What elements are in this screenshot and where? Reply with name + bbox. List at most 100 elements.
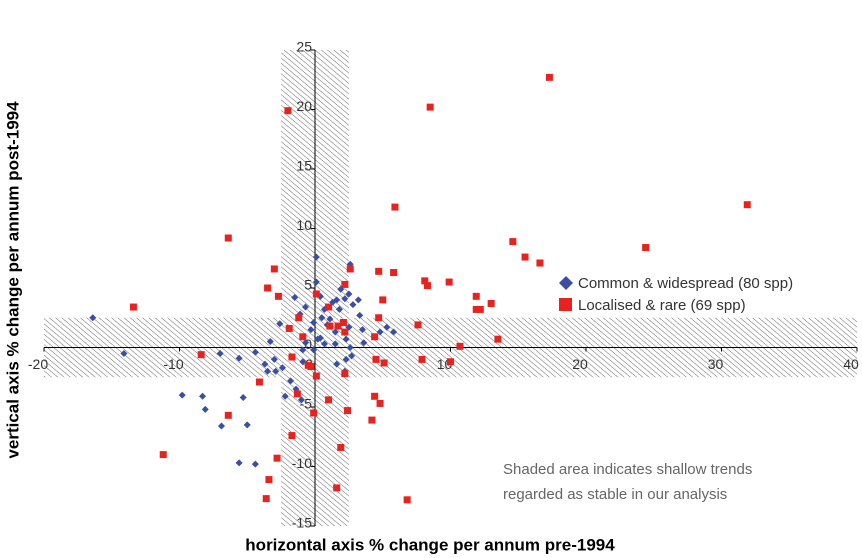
point xyxy=(159,451,167,459)
point xyxy=(342,335,350,343)
point xyxy=(342,355,350,363)
point xyxy=(243,421,251,429)
point xyxy=(235,459,243,467)
point xyxy=(288,353,296,361)
point xyxy=(320,340,328,348)
point xyxy=(216,349,224,357)
point xyxy=(368,416,376,424)
point xyxy=(331,340,339,348)
point xyxy=(224,411,232,419)
y-tick-label: 20 xyxy=(296,98,312,114)
point xyxy=(509,238,517,246)
legend-marker xyxy=(559,298,572,311)
point xyxy=(304,361,312,369)
point xyxy=(312,253,320,261)
point xyxy=(297,396,305,404)
point xyxy=(372,355,380,363)
y-tick-label: -15 xyxy=(292,515,312,531)
point xyxy=(371,333,379,341)
point xyxy=(521,253,529,261)
point xyxy=(339,319,347,327)
legend-label: Localised & rare (69 spp) xyxy=(578,297,746,314)
point xyxy=(255,378,263,386)
point xyxy=(341,280,349,288)
point xyxy=(299,333,307,341)
point xyxy=(390,269,398,277)
point xyxy=(376,399,384,407)
point xyxy=(120,349,128,357)
point xyxy=(239,393,247,401)
point xyxy=(285,324,293,332)
point xyxy=(307,326,315,334)
point xyxy=(325,303,333,311)
x-tick-label: -20 xyxy=(28,356,48,372)
point xyxy=(318,314,326,322)
point xyxy=(447,358,454,366)
point xyxy=(354,296,362,304)
point xyxy=(421,277,429,285)
point xyxy=(376,328,384,336)
point xyxy=(335,305,343,313)
point xyxy=(344,407,352,415)
point xyxy=(349,301,357,309)
point xyxy=(642,244,650,252)
point xyxy=(341,328,349,336)
point xyxy=(291,294,299,302)
point xyxy=(334,322,342,330)
legend-label: Common & widespread (80 spp) xyxy=(578,275,793,292)
point xyxy=(261,360,269,368)
point xyxy=(356,311,364,319)
point xyxy=(423,282,431,290)
point xyxy=(316,334,324,342)
point xyxy=(264,284,272,292)
x-tick-label: 40 xyxy=(843,356,859,372)
point xyxy=(310,346,318,354)
point xyxy=(302,339,310,347)
point xyxy=(251,460,259,468)
point xyxy=(326,322,334,330)
point xyxy=(403,496,411,504)
point xyxy=(380,359,388,367)
point xyxy=(445,278,453,286)
point xyxy=(472,305,480,313)
point xyxy=(312,278,320,286)
point xyxy=(293,390,301,398)
y-tick-label: 25 xyxy=(296,39,312,55)
point xyxy=(295,314,303,322)
point xyxy=(341,370,349,378)
point xyxy=(284,107,292,115)
point xyxy=(333,296,341,304)
point xyxy=(265,476,273,484)
x-tick-label: -10 xyxy=(163,356,183,372)
point xyxy=(281,392,289,400)
point xyxy=(89,314,97,322)
point xyxy=(346,265,354,273)
point xyxy=(472,292,480,300)
point xyxy=(276,320,284,328)
y-tick-label: 10 xyxy=(296,217,312,233)
point xyxy=(312,372,320,380)
point xyxy=(326,315,334,323)
point xyxy=(312,290,320,298)
point xyxy=(414,321,422,329)
point xyxy=(375,267,383,275)
point xyxy=(358,326,366,334)
point xyxy=(299,358,307,366)
point xyxy=(274,292,282,300)
point xyxy=(341,295,349,303)
point xyxy=(331,328,339,336)
point xyxy=(360,339,368,347)
point xyxy=(129,303,137,311)
point xyxy=(262,495,270,503)
point xyxy=(310,319,318,327)
point xyxy=(270,355,278,363)
point xyxy=(476,305,484,313)
x-tick-label: 20 xyxy=(572,356,588,372)
point xyxy=(266,338,274,346)
point xyxy=(199,392,207,400)
point xyxy=(287,377,295,385)
annotation: regarded as stable in our analysis xyxy=(503,486,727,503)
point xyxy=(348,352,356,360)
y-tick-label: 0 xyxy=(304,336,312,352)
